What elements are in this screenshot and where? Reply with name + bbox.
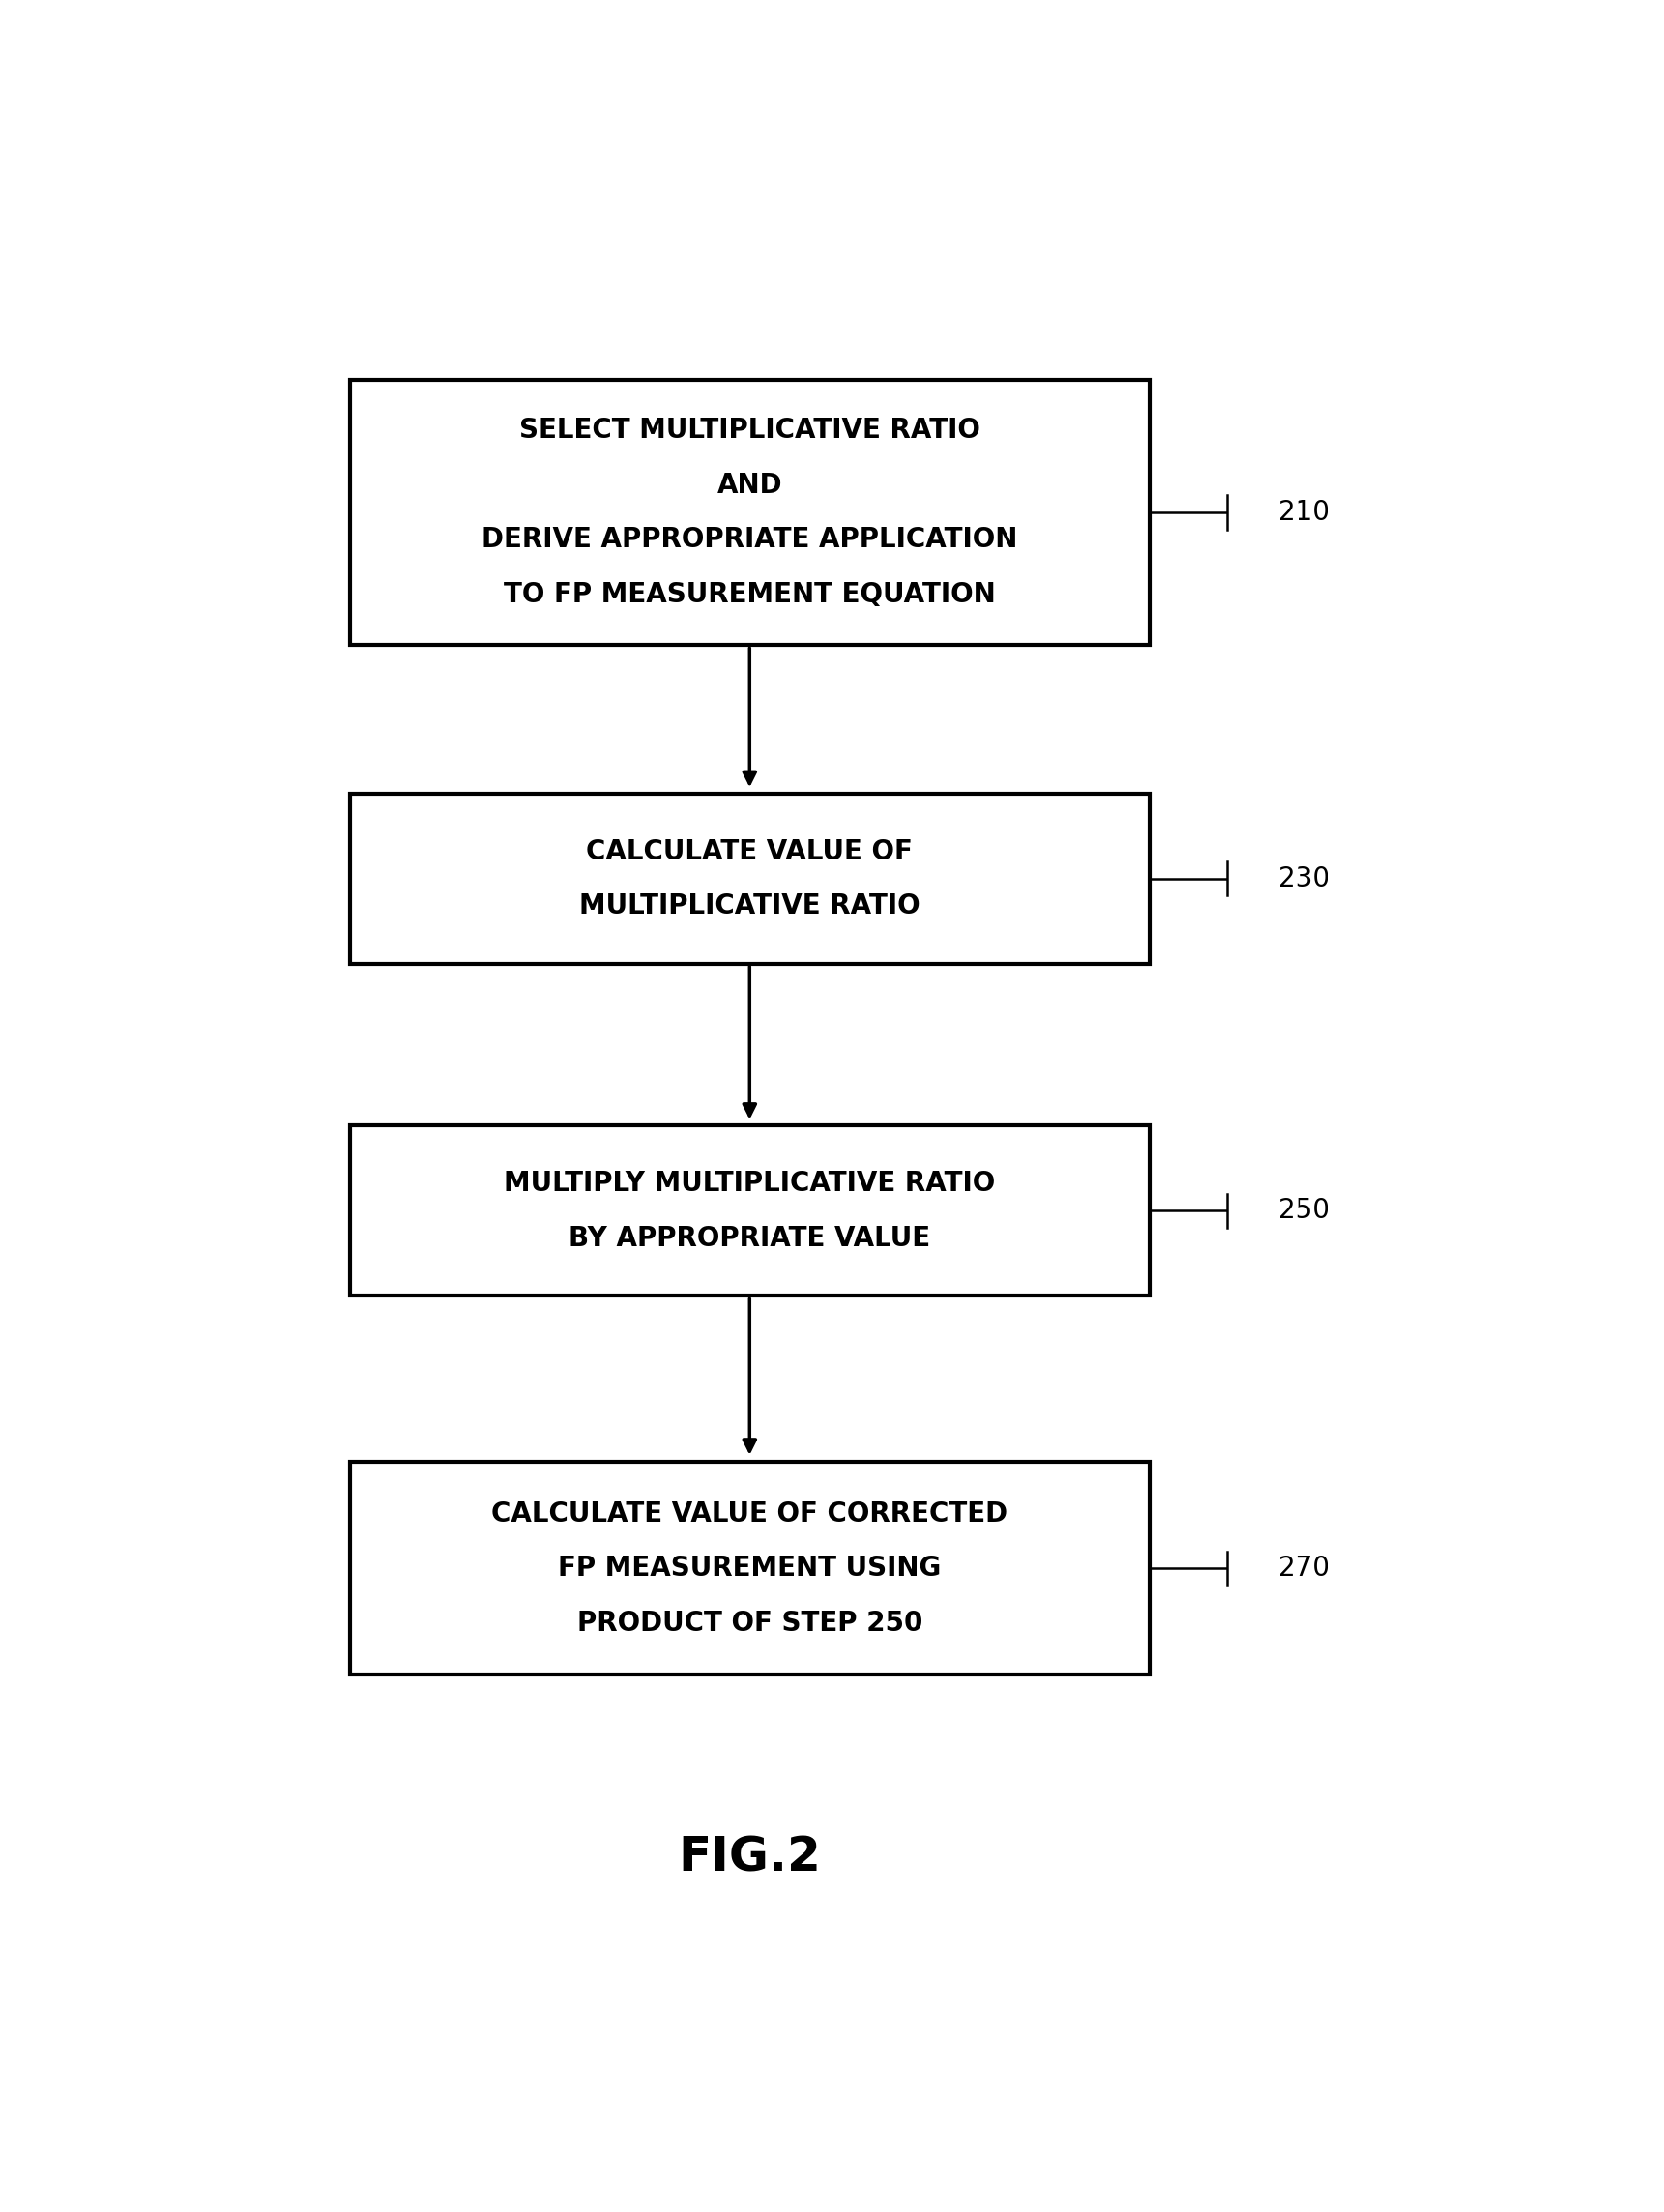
Text: 230: 230 [1278,865,1330,891]
Bar [349,1462,1150,1674]
Text: CALCULATE VALUE OF CORRECTED: CALCULATE VALUE OF CORRECTED [491,1500,1008,1528]
Text: FP MEASUREMENT USING: FP MEASUREMENT USING [557,1555,942,1582]
Text: MULTIPLICATIVE RATIO: MULTIPLICATIVE RATIO [579,891,920,920]
Text: CALCULATE VALUE OF: CALCULATE VALUE OF [586,838,914,865]
Text: MULTIPLY MULTIPLICATIVE RATIO: MULTIPLY MULTIPLICATIVE RATIO [504,1170,995,1197]
Text: BY APPROPRIATE VALUE: BY APPROPRIATE VALUE [569,1225,930,1252]
Text: 210: 210 [1278,500,1330,526]
Bar [349,1126,1150,1296]
Bar [349,794,1150,964]
Text: TO FP MEASUREMENT EQUATION: TO FP MEASUREMENT EQUATION [504,580,995,608]
Bar [349,380,1150,644]
Text: PRODUCT OF STEP 250: PRODUCT OF STEP 250 [577,1610,922,1637]
Text: DERIVE APPROPRIATE APPLICATION: DERIVE APPROPRIATE APPLICATION [481,526,1018,553]
Text: 270: 270 [1278,1555,1330,1582]
Text: AND: AND [717,471,782,498]
Text: SELECT MULTIPLICATIVE RATIO: SELECT MULTIPLICATIVE RATIO [519,418,980,445]
Text: FIG.2: FIG.2 [679,1834,820,1880]
Text: 250: 250 [1278,1197,1330,1223]
